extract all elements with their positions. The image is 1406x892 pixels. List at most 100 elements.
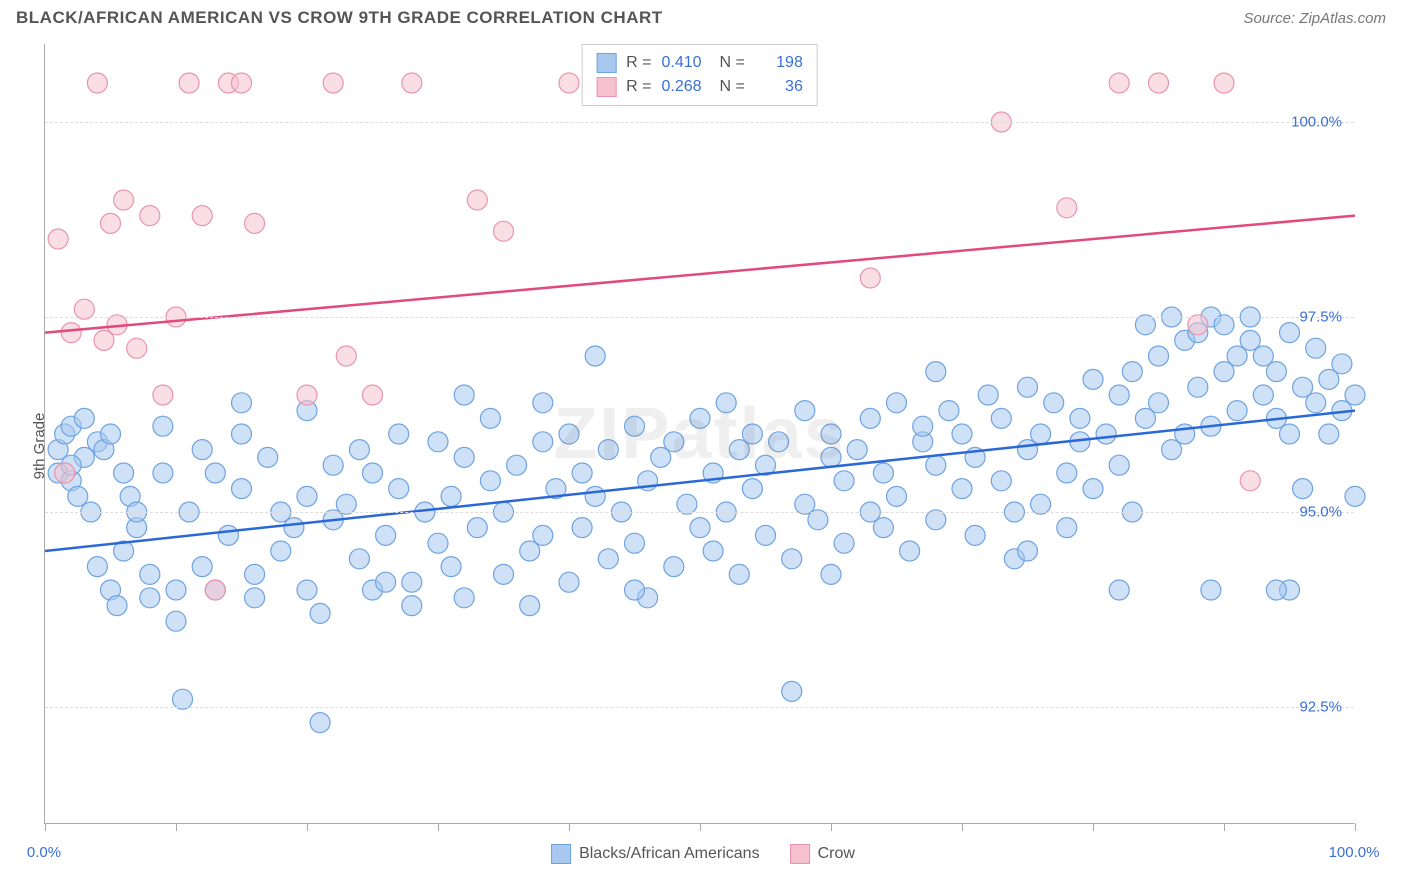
data-point (127, 338, 147, 358)
data-point (140, 588, 160, 608)
data-point (939, 401, 959, 421)
y-tick-label: 97.5% (1299, 309, 1342, 326)
data-point (1031, 424, 1051, 444)
data-point (245, 564, 265, 584)
data-point (1306, 393, 1326, 413)
x-tick (307, 823, 308, 831)
x-tick (831, 823, 832, 831)
data-point (101, 424, 121, 444)
data-point (114, 463, 134, 483)
data-point (873, 463, 893, 483)
data-point (441, 486, 461, 506)
x-tick-label: 100.0% (1329, 844, 1380, 861)
x-tick (569, 823, 570, 831)
data-point (323, 455, 343, 475)
data-point (454, 588, 474, 608)
legend-swatch (551, 844, 571, 864)
data-point (900, 541, 920, 561)
data-point (742, 424, 762, 444)
gridline (45, 317, 1354, 318)
data-point (166, 580, 186, 600)
data-point (1096, 424, 1116, 444)
data-point (140, 206, 160, 226)
gridline (45, 707, 1354, 708)
data-point (284, 518, 304, 538)
data-point (87, 557, 107, 577)
data-point (716, 393, 736, 413)
data-point (690, 518, 710, 538)
data-point (454, 447, 474, 467)
data-point (729, 564, 749, 584)
x-tick (1224, 823, 1225, 831)
data-point (336, 346, 356, 366)
data-point (625, 580, 645, 600)
data-point (467, 190, 487, 210)
data-point (991, 471, 1011, 491)
data-point (48, 229, 68, 249)
legend-n-value: 36 (755, 78, 803, 96)
data-point (218, 525, 238, 545)
y-tick-label: 100.0% (1291, 114, 1342, 131)
data-point (1332, 354, 1352, 374)
legend-r-label: R = (626, 54, 651, 72)
data-point (389, 424, 409, 444)
data-point (1293, 479, 1313, 499)
data-point (1214, 73, 1234, 93)
x-tick (1093, 823, 1094, 831)
data-point (847, 440, 867, 460)
data-point (349, 440, 369, 460)
data-point (107, 596, 127, 616)
data-point (232, 479, 252, 499)
legend-r-value: 0.268 (662, 78, 710, 96)
data-point (664, 432, 684, 452)
data-point (926, 362, 946, 382)
data-point (625, 533, 645, 553)
data-point (1319, 424, 1339, 444)
data-point (507, 455, 527, 475)
legend-r-label: R = (626, 78, 651, 96)
data-point (232, 393, 252, 413)
y-tick-label: 95.0% (1299, 504, 1342, 521)
data-point (887, 486, 907, 506)
data-point (310, 713, 330, 733)
gridline (45, 512, 1354, 513)
data-point (376, 572, 396, 592)
data-point (585, 346, 605, 366)
data-point (625, 416, 645, 436)
series-legend: Blacks/African AmericansCrow (551, 844, 855, 864)
x-tick (962, 823, 963, 831)
data-point (1070, 408, 1090, 428)
data-point (1044, 393, 1064, 413)
data-point (192, 206, 212, 226)
data-point (1149, 73, 1169, 93)
data-point (585, 486, 605, 506)
data-point (232, 73, 252, 93)
data-point (821, 447, 841, 467)
y-tick-label: 92.5% (1299, 699, 1342, 716)
x-tick (176, 823, 177, 831)
data-point (467, 518, 487, 538)
data-point (664, 557, 684, 577)
data-point (821, 564, 841, 584)
data-point (1057, 463, 1077, 483)
data-point (952, 424, 972, 444)
data-point (363, 385, 383, 405)
data-point (192, 440, 212, 460)
data-point (402, 596, 422, 616)
x-tick (700, 823, 701, 831)
data-point (74, 408, 94, 428)
data-point (245, 213, 265, 233)
data-point (363, 463, 383, 483)
data-point (1345, 385, 1365, 405)
data-point (887, 393, 907, 413)
data-point (913, 416, 933, 436)
x-tick-label: 0.0% (27, 844, 61, 861)
data-point (101, 213, 121, 233)
data-point (559, 73, 579, 93)
data-point (297, 385, 317, 405)
data-point (703, 541, 723, 561)
data-point (428, 432, 448, 452)
data-point (87, 73, 107, 93)
legend-row: R =0.268N = 36 (596, 75, 803, 99)
data-point (205, 580, 225, 600)
